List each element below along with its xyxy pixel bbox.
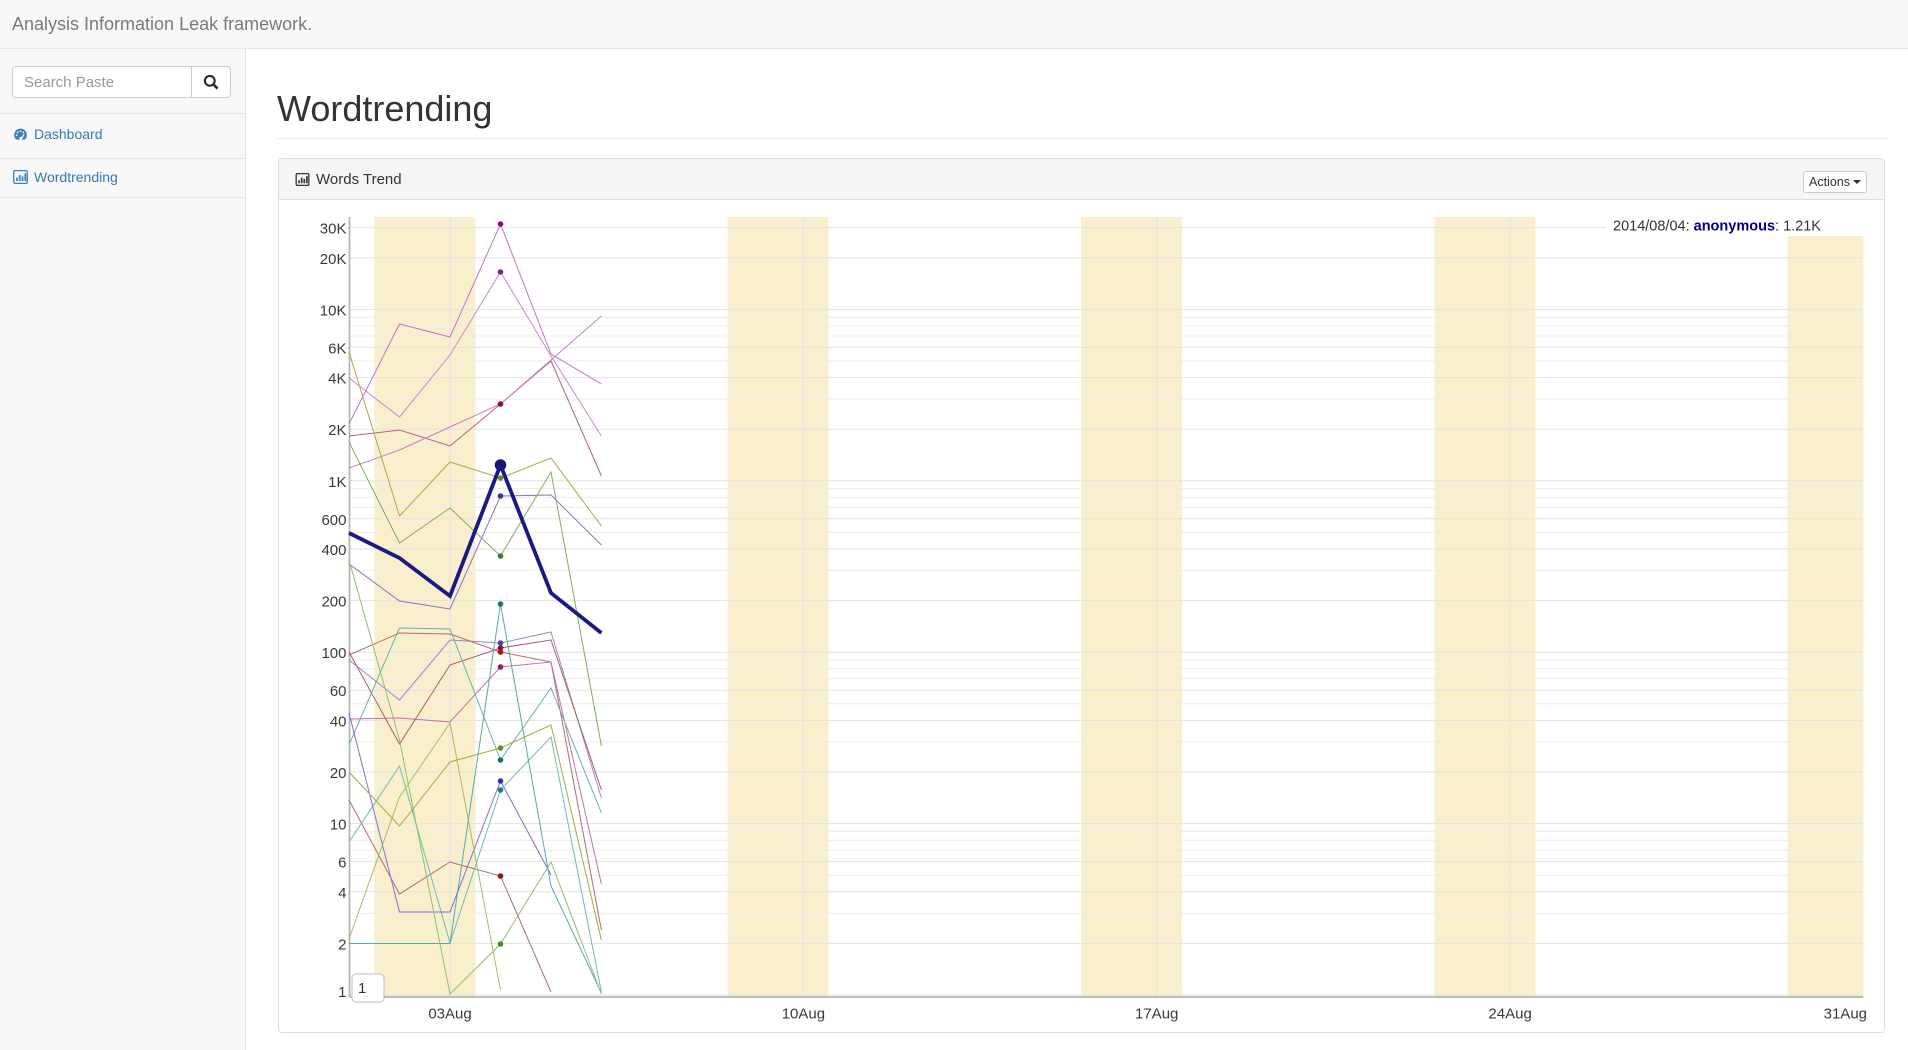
svg-text:2014/08/04: anonymous: 1.21K: 2014/08/04: anonymous: 1.21K xyxy=(1613,219,1821,235)
svg-text:2: 2 xyxy=(338,936,346,953)
svg-text:24Aug: 24Aug xyxy=(1488,1006,1531,1023)
svg-text:17Aug: 17Aug xyxy=(1135,1006,1178,1023)
svg-text:10Aug: 10Aug xyxy=(782,1006,825,1023)
svg-text:4: 4 xyxy=(338,885,346,902)
svg-text:30K: 30K xyxy=(320,221,347,238)
svg-text:31Aug: 31Aug xyxy=(1824,1006,1867,1023)
svg-text:4K: 4K xyxy=(328,371,346,388)
svg-text:20: 20 xyxy=(330,765,347,782)
svg-text:10: 10 xyxy=(330,817,347,834)
svg-text:10K: 10K xyxy=(320,302,347,319)
svg-text:2K: 2K xyxy=(328,422,346,439)
svg-text:20K: 20K xyxy=(320,251,347,268)
svg-text:6K: 6K xyxy=(328,340,346,357)
svg-text:03Aug: 03Aug xyxy=(428,1006,471,1023)
svg-text:600: 600 xyxy=(321,512,346,529)
svg-text:100: 100 xyxy=(321,645,346,662)
svg-text:60: 60 xyxy=(330,683,347,700)
svg-text:1: 1 xyxy=(338,984,346,1001)
svg-text:40: 40 xyxy=(330,713,347,730)
svg-text:1K: 1K xyxy=(328,474,346,491)
svg-text:200: 200 xyxy=(321,594,346,611)
svg-text:1: 1 xyxy=(358,980,366,997)
svg-text:400: 400 xyxy=(321,542,346,559)
svg-text:6: 6 xyxy=(338,855,346,872)
